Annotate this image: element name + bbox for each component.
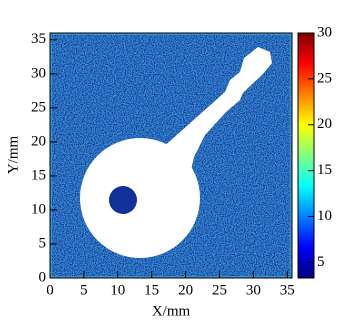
colorbar-tick-label: 20	[317, 116, 332, 132]
plot-frame	[49, 32, 293, 279]
y-tick-label: 15	[31, 167, 46, 183]
x-tick-label: 35	[280, 282, 295, 298]
key-shape	[80, 47, 272, 258]
colorbar-tick-label: 15	[317, 162, 332, 178]
x-tick-label: 10	[110, 282, 125, 298]
colorbar-tick-label: 25	[317, 70, 332, 86]
x-tick-label: 25	[212, 282, 227, 298]
x-tick-label: 20	[178, 282, 193, 298]
colorbar	[297, 32, 315, 279]
y-tick-label: 5	[39, 235, 47, 251]
x-tick-label: 0	[46, 282, 54, 298]
colorbar-tick-label: 5	[317, 254, 325, 270]
heatmap-field	[50, 33, 292, 278]
colorbar-tick-label: 30	[317, 24, 332, 40]
y-tick-label: 20	[31, 133, 46, 149]
x-axis-label: X/mm	[152, 303, 191, 319]
y-axis-label: Y/mm	[5, 136, 21, 175]
colorbar-tick-label: 10	[317, 208, 332, 224]
y-tick-label: 35	[31, 31, 46, 47]
y-tick-label: 0	[39, 269, 47, 285]
x-tick-label: 15	[144, 282, 159, 298]
x-tick-label: 30	[246, 282, 261, 298]
y-tick-label: 30	[31, 65, 46, 81]
x-tick-label: 5	[80, 282, 88, 298]
y-tick-label: 25	[31, 99, 46, 115]
key-hole	[109, 186, 137, 214]
y-tick-label: 10	[31, 201, 46, 217]
